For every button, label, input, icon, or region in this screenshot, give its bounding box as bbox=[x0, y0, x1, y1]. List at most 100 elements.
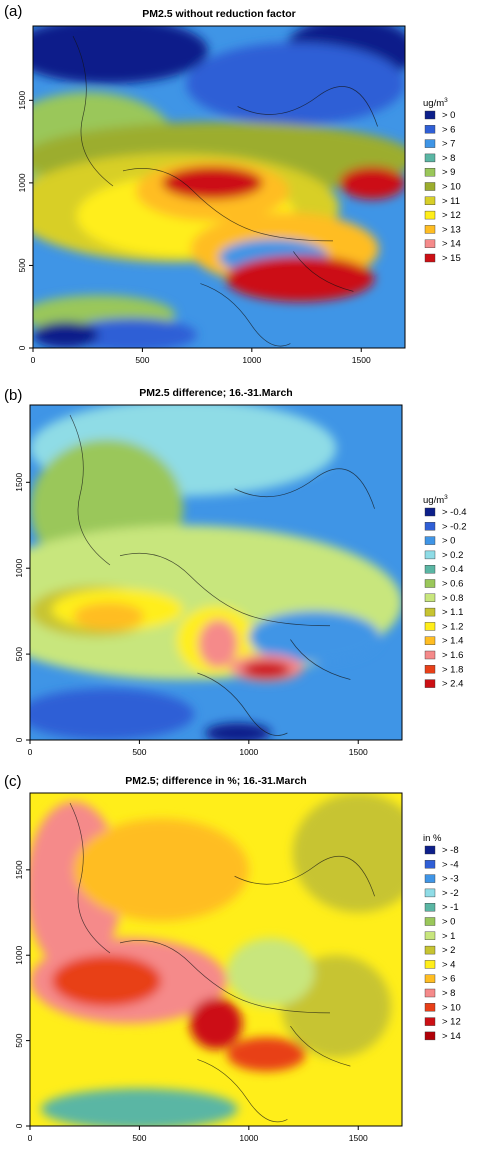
legend-swatch bbox=[424, 522, 436, 531]
legend-swatch bbox=[424, 110, 436, 120]
legend-label: > 12 bbox=[442, 210, 461, 221]
coastline-path bbox=[237, 86, 378, 127]
heatmap-region bbox=[73, 818, 249, 922]
legend-label: > -1 bbox=[442, 902, 459, 913]
y-tick-label: 500 bbox=[14, 1033, 24, 1047]
legend-title-text: ug/m bbox=[423, 495, 444, 506]
legend-label: > 1.1 bbox=[442, 607, 463, 618]
legend-swatch bbox=[424, 153, 436, 163]
heatmap-region bbox=[226, 1037, 306, 1072]
coastline-path bbox=[197, 672, 288, 736]
y-tick-label: 1000 bbox=[17, 173, 27, 192]
legend-label: > 13 bbox=[442, 224, 461, 235]
panel-label: (b) bbox=[4, 387, 22, 404]
map-outlines bbox=[69, 414, 375, 736]
heatmap-region bbox=[242, 660, 291, 679]
legend-title-superscript: 3 bbox=[444, 494, 448, 501]
x-tick-label: 1500 bbox=[349, 747, 368, 757]
legend-swatch bbox=[424, 536, 436, 545]
y-tick-label: 1500 bbox=[14, 860, 24, 879]
x-tick-label: 0 bbox=[31, 355, 36, 365]
heatmap-field bbox=[30, 405, 402, 740]
coastline-path bbox=[122, 168, 334, 242]
legend-label: > 14 bbox=[442, 239, 461, 250]
x-tick-label: 1500 bbox=[349, 1133, 368, 1143]
legend-label: > 15 bbox=[442, 253, 461, 264]
heatmap-field bbox=[30, 793, 402, 1126]
legend-swatch bbox=[424, 182, 436, 191]
heatmap-region bbox=[226, 938, 315, 1007]
legend-label: > 1.2 bbox=[442, 621, 463, 632]
coastline-path bbox=[293, 251, 354, 292]
x-tick-label: 0 bbox=[28, 1133, 33, 1143]
heatmap-region bbox=[205, 722, 271, 740]
coastline-path bbox=[290, 639, 351, 680]
plot-frame bbox=[29, 792, 403, 1127]
legend-swatch bbox=[424, 565, 436, 574]
legend-swatch bbox=[424, 1031, 436, 1041]
panel-label: (c) bbox=[4, 773, 22, 790]
heatmap-region bbox=[33, 321, 99, 348]
coastline-path bbox=[72, 35, 114, 187]
legend-swatch bbox=[424, 845, 436, 855]
coastline-path bbox=[234, 856, 375, 897]
legend-label: > 8 bbox=[442, 988, 455, 999]
legend-label: > 9 bbox=[442, 167, 455, 178]
legend-label: > -4 bbox=[442, 859, 459, 870]
legend-title: ug/m3 bbox=[423, 97, 448, 109]
heatmap-field bbox=[33, 26, 405, 348]
legend-swatch bbox=[424, 550, 436, 560]
legend-swatch bbox=[424, 210, 436, 220]
coastline-path bbox=[69, 802, 111, 954]
coastline-path bbox=[197, 1059, 288, 1123]
chart-title: PM2.5 without reduction factor bbox=[142, 8, 295, 20]
legend-label: > 10 bbox=[442, 182, 461, 193]
chart-title: PM2.5 difference; 16.-31.March bbox=[139, 387, 292, 399]
heatmap-regions bbox=[30, 793, 402, 1126]
legend-label: > 4 bbox=[442, 959, 455, 970]
legend-label: > 2 bbox=[442, 945, 455, 956]
x-tick-label: 0 bbox=[28, 747, 33, 757]
legend-swatch bbox=[424, 650, 436, 660]
legend-title: in % bbox=[423, 833, 442, 844]
heatmap-region bbox=[189, 997, 243, 1050]
legend-label: > 1 bbox=[442, 931, 455, 942]
coastline-path bbox=[234, 468, 375, 509]
legend-label: > 1.6 bbox=[442, 650, 463, 661]
heatmap-region bbox=[162, 166, 263, 200]
y-tick-label: 0 bbox=[14, 1123, 24, 1128]
chart-title: PM2.5; difference in %; 16.-31.March bbox=[125, 775, 306, 787]
legend-swatch bbox=[424, 679, 436, 688]
panel-0: (a) PM2.5 without reduction factor 0 500 100… bbox=[4, 3, 461, 365]
heatmap-regions bbox=[30, 405, 402, 740]
legend-label: > 6 bbox=[442, 124, 455, 135]
legend-swatch bbox=[424, 225, 436, 234]
legend-swatch bbox=[424, 903, 436, 912]
legend-swatch bbox=[424, 636, 436, 645]
legend-label: > 6 bbox=[442, 974, 455, 985]
legend-swatch bbox=[424, 917, 436, 926]
coastline-path bbox=[69, 414, 111, 566]
legend-swatch bbox=[424, 196, 436, 206]
legend-swatch bbox=[424, 607, 436, 617]
legend-swatch bbox=[424, 1017, 436, 1026]
legend-swatch bbox=[424, 1003, 436, 1012]
legend-label: > 7 bbox=[442, 139, 455, 150]
coastline-path bbox=[119, 940, 331, 1014]
y-tick-label: 500 bbox=[14, 647, 24, 661]
legend-swatch bbox=[424, 974, 436, 983]
legend-swatch bbox=[424, 945, 436, 955]
legend-swatch bbox=[424, 665, 436, 674]
heatmap-region bbox=[198, 619, 238, 668]
legend-swatch bbox=[424, 593, 436, 602]
legend-swatch bbox=[424, 239, 436, 248]
legend-label: > 1.4 bbox=[442, 636, 463, 647]
plot-frame bbox=[32, 25, 406, 349]
coastline-path bbox=[119, 552, 331, 627]
heatmap-region bbox=[339, 166, 405, 200]
y-tick-label: 1500 bbox=[17, 91, 27, 110]
legend-label: > -2 bbox=[442, 888, 459, 899]
map-outlines bbox=[72, 35, 378, 347]
legend-label: > 1.8 bbox=[442, 664, 463, 675]
heatmap-region bbox=[33, 26, 209, 84]
